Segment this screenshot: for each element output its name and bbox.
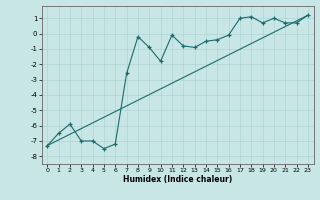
X-axis label: Humidex (Indice chaleur): Humidex (Indice chaleur) xyxy=(123,175,232,184)
